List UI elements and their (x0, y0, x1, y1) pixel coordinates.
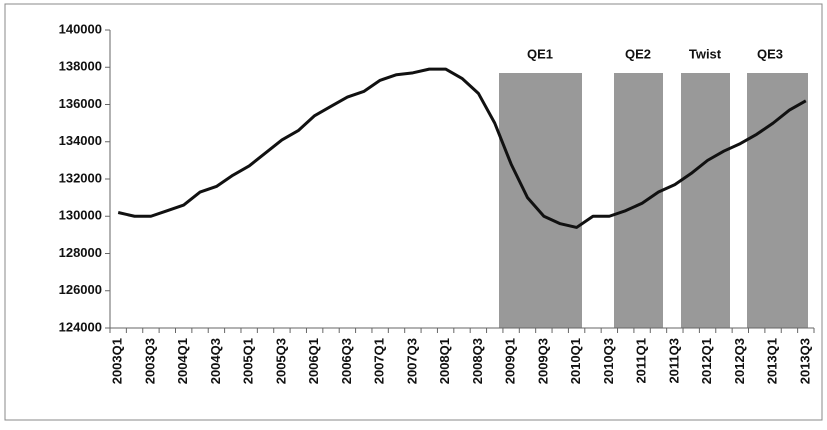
region-label: QE2 (625, 46, 651, 61)
y-tick-label: 126000 (59, 282, 102, 297)
x-tick-label: 2010Q1 (568, 338, 583, 384)
x-tick-label: 2013Q1 (765, 338, 780, 384)
x-tick-label: 2007Q1 (372, 338, 387, 384)
region-label: QE1 (527, 46, 553, 61)
chart-frame (4, 3, 823, 421)
x-tick-label: 2012Q1 (699, 338, 714, 384)
x-tick-label: 2006Q3 (339, 338, 354, 384)
y-tick-label: 132000 (59, 170, 102, 185)
x-tick-label: 2011Q3 (666, 338, 681, 384)
x-tick-label: 2004Q3 (208, 338, 223, 384)
shaded-region (614, 73, 663, 328)
y-tick-label: 130000 (59, 208, 102, 223)
x-tick-label: 2003Q3 (142, 338, 157, 384)
x-tick-label: 2009Q1 (503, 338, 518, 384)
x-tick-label: 2011Q1 (634, 338, 649, 384)
x-tick-label: 2005Q1 (241, 338, 256, 384)
y-tick-label: 128000 (59, 245, 102, 260)
x-tick-label: 2003Q1 (110, 338, 125, 384)
y-tick-label: 134000 (59, 133, 102, 148)
x-tick-label: 2004Q1 (175, 338, 190, 384)
shaded-region (681, 73, 730, 328)
x-tick-label: 2009Q3 (535, 338, 550, 384)
y-tick-label: 136000 (59, 96, 102, 111)
x-tick-label: 2013Q3 (797, 338, 812, 384)
y-tick-label: 140000 (59, 21, 102, 36)
region-label: QE3 (757, 46, 783, 61)
y-tick-label: 124000 (59, 319, 102, 334)
shaded-region (747, 73, 808, 328)
y-tick-label: 138000 (59, 59, 102, 74)
x-tick-label: 2008Q3 (470, 338, 485, 384)
data-line (117, 67, 807, 229)
shaded-region (499, 73, 582, 328)
x-tick-label: 2012Q3 (732, 338, 747, 384)
region-label: Twist (689, 46, 722, 61)
x-tick-label: 2006Q1 (306, 338, 321, 384)
x-tick-label: 2007Q3 (404, 338, 419, 384)
regions: QE1 QE2 Twist QE3 (499, 46, 808, 328)
x-tick-label: 2010Q3 (601, 338, 616, 384)
x-tick-label: 2008Q1 (437, 338, 452, 384)
x-tick-label: 2005Q3 (273, 338, 288, 384)
